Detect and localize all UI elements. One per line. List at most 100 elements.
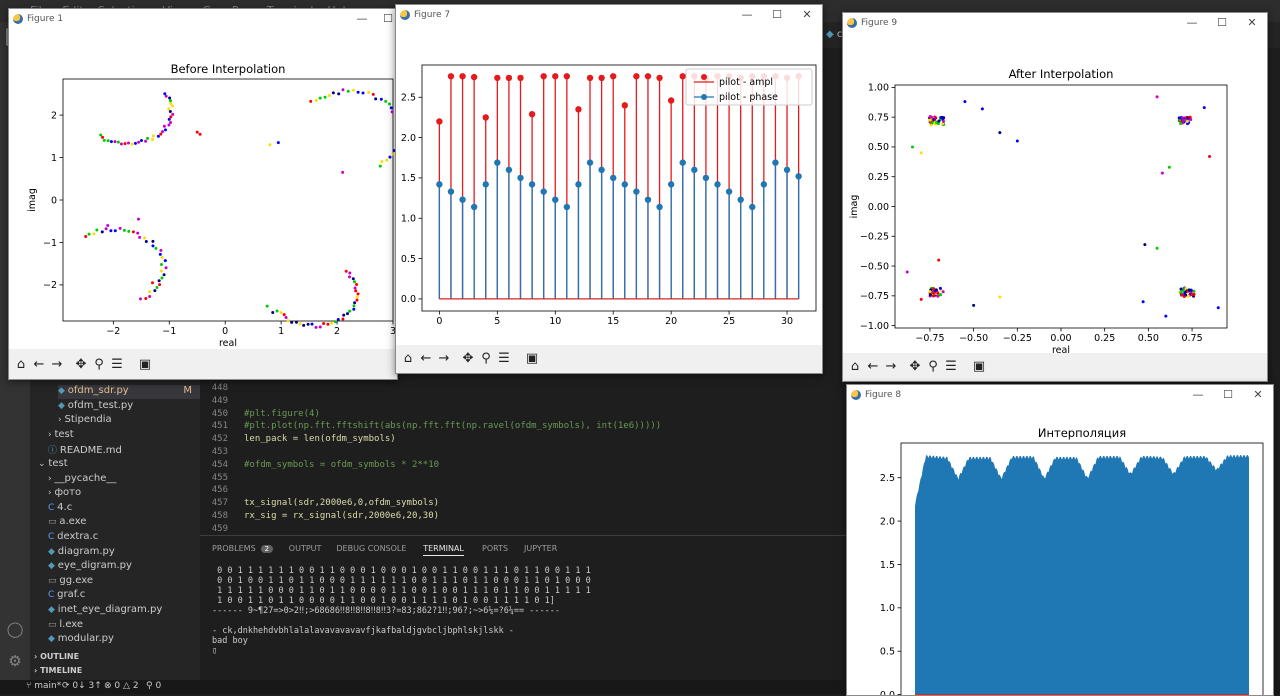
scatter-point [374, 97, 377, 100]
scatter-point [906, 271, 909, 274]
timeline-section-header[interactable]: › TIMELINE [34, 666, 82, 675]
back-icon[interactable]: ← [31, 357, 47, 373]
back-icon[interactable]: ← [865, 359, 881, 375]
branch-indicator[interactable]: ⑂ main* [26, 681, 61, 691]
minimize-button[interactable]: — [355, 12, 369, 25]
scatter-point [1182, 118, 1185, 121]
scatter-point [388, 102, 391, 105]
minimize-button[interactable]: — [1191, 388, 1205, 401]
outline-section-header[interactable]: › OUTLINE [34, 652, 79, 661]
scatter-point [391, 110, 394, 113]
file-tree-item[interactable]: ◆ ofdm_test.py [58, 400, 200, 414]
window-titlebar[interactable]: Figure 7 — ☐ ✕ [396, 5, 822, 27]
forward-icon[interactable]: → [49, 357, 65, 373]
terminal-line: ------ 9~¶27=>0>2‼;>68686‼8‼8‼8‼8‼3?=83;… [212, 606, 842, 616]
scatter-point [295, 321, 298, 324]
file-tree-item[interactable]: C graf.c [48, 589, 200, 603]
figure-8-window[interactable]: Figure 8 — ☐ ✕ Интерполяция0.00.51.01.52… [846, 384, 1274, 696]
configure-icon[interactable]: ☰ [496, 351, 512, 367]
phase-marker [645, 196, 651, 202]
file-tree-item[interactable]: C dextra.c [48, 531, 200, 545]
scatter-point [132, 230, 135, 233]
problems-indicator[interactable]: ⊗ 0 △ 2 [104, 681, 139, 691]
home-icon[interactable]: ⌂ [847, 359, 863, 375]
pan-icon[interactable]: ✥ [907, 359, 923, 375]
terminal-output[interactable]: 0 0 1 1 1 1 1 1 0 0 1 1 0 0 0 1 0 0 0 1 … [212, 566, 842, 656]
ports-indicator[interactable]: ⚲ 0 [146, 681, 161, 691]
file-tree-item[interactable]: ⓘ README.md [48, 443, 200, 457]
save-icon[interactable]: ▣ [524, 351, 540, 367]
save-icon[interactable]: ▣ [971, 359, 987, 375]
window-titlebar[interactable]: Figure 8 — ☐ ✕ [847, 385, 1273, 407]
pan-icon[interactable]: ✥ [73, 357, 89, 373]
file-tree-item[interactable]: ▭ l.exe [48, 619, 200, 633]
save-icon[interactable]: ▣ [137, 357, 153, 373]
pan-icon[interactable]: ✥ [460, 351, 476, 367]
forward-icon[interactable]: → [436, 351, 452, 367]
close-button[interactable]: ✕ [1251, 388, 1265, 401]
file-tree-item[interactable]: ◆ inet_eye_diagram.py [48, 604, 200, 618]
file-tree-item[interactable]: ◆ eye_digram.py [48, 560, 200, 574]
window-titlebar[interactable]: Figure 9 — ☐ ✕ [843, 13, 1267, 35]
terminal-line: 1 0 0 1 1 0 1 1 0 0 0 0 1 1 0 0 1 0 0 1 … [212, 596, 842, 606]
scatter-point [1016, 139, 1019, 142]
scatter-point [328, 94, 331, 97]
y-tick-label: 0.75 [868, 112, 889, 123]
file-tree-item[interactable]: ⌄ test [38, 458, 200, 472]
close-button[interactable]: ✕ [800, 8, 814, 21]
minimize-button[interactable]: — [740, 8, 754, 21]
file-tree-item[interactable]: › test [48, 429, 200, 443]
minimize-button[interactable]: — [1185, 16, 1199, 29]
zoom-icon[interactable]: ⚲ [91, 357, 107, 373]
maximize-button[interactable]: ☐ [1221, 388, 1235, 401]
maximize-button[interactable]: ☐ [381, 12, 395, 25]
account-icon[interactable]: ◯ [0, 620, 30, 638]
configure-icon[interactable]: ☰ [109, 357, 125, 373]
file-tree-item[interactable]: ▭ gg.exe [48, 575, 200, 589]
file-tree-item[interactable]: ◆ modular.py [48, 633, 200, 647]
figure-9-window[interactable]: Figure 9 — ☐ ✕ After Interpolation−0.75−… [842, 12, 1268, 382]
file-tree-item[interactable]: › Stipendia [58, 414, 200, 428]
file-tree-item[interactable]: ▭ a.exe [48, 516, 200, 530]
terminal-line: 0 0 1 1 1 1 1 1 0 0 1 1 0 0 0 1 0 0 0 1 … [212, 566, 842, 576]
home-icon[interactable]: ⌂ [400, 351, 416, 367]
scatter-point [341, 317, 344, 320]
zoom-icon[interactable]: ⚲ [925, 359, 941, 375]
maximize-button[interactable]: ☐ [770, 8, 784, 21]
window-titlebar[interactable]: Figure 1 — ☐ [9, 9, 397, 31]
file-tree-item[interactable]: › фото [48, 487, 200, 501]
sync-status: 0↓ 3↑ [72, 681, 101, 691]
terminal-line: 0 0 1 0 0 1 1 0 1 1 0 0 0 1 1 1 1 1 1 0 … [212, 576, 842, 586]
panel-tab-ports[interactable]: PORTS [482, 544, 508, 553]
scatter-point [1180, 291, 1183, 294]
configure-icon[interactable]: ☰ [943, 359, 959, 375]
outline-label: OUTLINE [40, 652, 79, 661]
home-icon[interactable]: ⌂ [13, 357, 29, 373]
maximize-button[interactable]: ☐ [1215, 16, 1229, 29]
panel-tab-output[interactable]: OUTPUT [289, 544, 322, 553]
panel-tab-debug-console[interactable]: DEBUG CONSOLE [336, 544, 406, 553]
panel-tab-jupyter[interactable]: JUPYTER [524, 544, 557, 553]
scatter-point [277, 141, 280, 144]
zoom-icon[interactable]: ⚲ [478, 351, 494, 367]
forward-icon[interactable]: → [883, 359, 899, 375]
file-tree-item[interactable]: C 4.c [48, 502, 200, 516]
settings-gear-icon[interactable]: ⚙ [0, 652, 30, 670]
sync-indicator[interactable]: ⟳ 0↓ 3↑ [62, 681, 102, 691]
back-icon[interactable]: ← [418, 351, 434, 367]
file-tree-item[interactable]: ◆ diagram.py [48, 546, 200, 560]
close-button[interactable]: ✕ [1245, 16, 1259, 29]
file-tree-item[interactable]: › __pycache__ [48, 473, 200, 487]
phase-marker [448, 188, 454, 194]
panel-tab-terminal[interactable]: TERMINAL [423, 544, 464, 556]
